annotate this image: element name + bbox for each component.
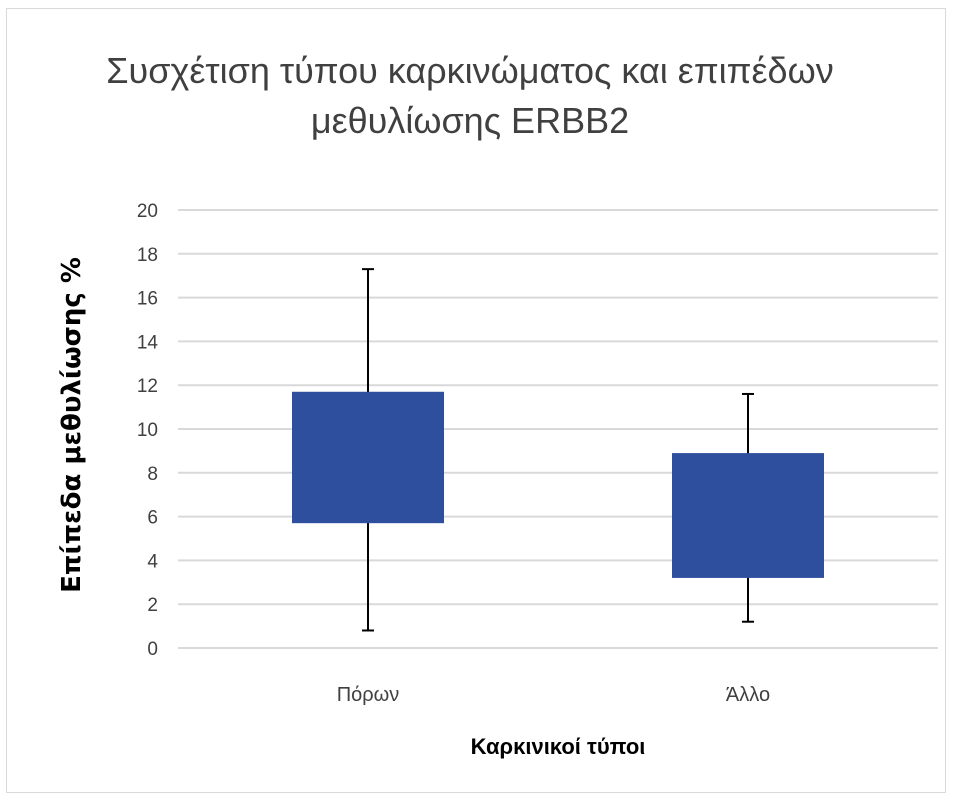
x-tick-label: Άλλο xyxy=(726,684,770,706)
chart-title-line-2: μεθυλίωσης ERBB2 xyxy=(310,100,630,141)
x-tick-labels: Πόρων Άλλο xyxy=(337,684,770,706)
chart-title-line-1: Συσχέτιση τύπου καρκινώματος και επιπέδω… xyxy=(106,50,834,91)
box xyxy=(292,391,444,524)
y-tick-label: 2 xyxy=(147,595,158,616)
y-tick-label: 12 xyxy=(137,376,158,397)
y-tick-label: 10 xyxy=(137,420,158,441)
y-tick-label: 18 xyxy=(137,245,158,266)
y-tick-label: 6 xyxy=(147,508,158,529)
x-axis-label: Καρκινικοί τύποι xyxy=(471,734,646,759)
y-tick-label: 4 xyxy=(147,551,158,572)
y-axis-label: Επίπεδα μεθυλίωσης % xyxy=(57,257,87,593)
box xyxy=(672,453,824,578)
y-tick-label: 20 xyxy=(137,201,158,222)
boxes xyxy=(292,268,824,632)
y-tick-label: 16 xyxy=(137,289,158,310)
chart-frame xyxy=(6,8,946,793)
y-tick-label: 8 xyxy=(147,464,158,485)
y-tick-label: 14 xyxy=(137,332,159,353)
x-tick-label: Πόρων xyxy=(337,684,400,706)
chart-title: Συσχέτιση τύπου καρκινώματος και επιπέδω… xyxy=(60,46,880,146)
y-tick-label: 0 xyxy=(147,639,158,660)
y-tick-labels: 0 2 4 6 8 10 12 14 16 18 20 xyxy=(137,201,159,660)
